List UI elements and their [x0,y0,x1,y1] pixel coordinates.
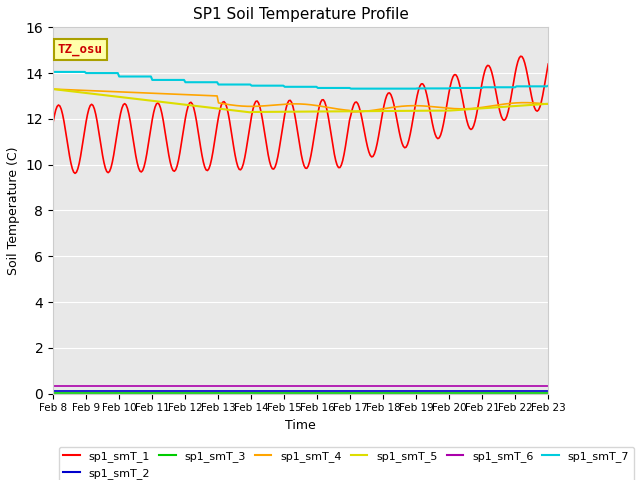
sp1_smT_5 [110,94,118,99]
sp1_smT_7 [347,86,355,92]
Y-axis label: Soil Temperature (C): Soil Temperature (C) [7,146,20,275]
sp1_smT_7 [196,79,204,85]
Text: TZ_osu: TZ_osu [58,43,103,56]
sp1_smT_3 [266,390,273,396]
sp1_smT_5 [196,104,204,109]
sp1_smT_1 [267,163,275,169]
sp1_smT_4 [518,100,526,106]
sp1_smT_1 [516,53,524,59]
sp1_smT_6 [196,383,204,388]
sp1_smT_7 [266,83,273,88]
sp1_smT_4 [110,89,118,95]
sp1_smT_1 [223,105,230,110]
sp1_smT_6 [221,383,229,388]
sp1_smT_6 [110,383,118,388]
sp1_smT_1 [111,144,119,150]
sp1_smT_2 [516,388,524,394]
sp1_smT_2 [221,388,229,394]
sp1_smT_2 [213,388,221,394]
sp1_smT_7 [518,84,526,89]
sp1_smT_1 [198,152,206,158]
sp1_smT_4 [196,92,204,98]
sp1_smT_5 [545,101,552,107]
sp1_smT_5 [518,103,526,108]
sp1_smT_5 [221,107,229,112]
sp1_smT_6 [49,383,57,388]
X-axis label: Time: Time [285,419,316,432]
sp1_smT_6 [516,383,524,388]
sp1_smT_1 [545,61,552,67]
sp1_smT_6 [266,383,273,388]
sp1_smT_3 [49,390,57,396]
sp1_smT_7 [49,69,57,75]
sp1_smT_2 [266,388,273,394]
sp1_smT_2 [49,388,57,394]
sp1_smT_2 [545,388,552,394]
sp1_smT_6 [545,383,552,388]
sp1_smT_5 [267,109,275,115]
Line: sp1_smT_1: sp1_smT_1 [53,56,548,173]
sp1_smT_5 [246,109,254,115]
Line: sp1_smT_4: sp1_smT_4 [53,89,548,112]
sp1_smT_4 [49,86,57,92]
sp1_smT_7 [545,83,552,88]
sp1_smT_1 [49,120,57,126]
sp1_smT_7 [110,70,118,76]
sp1_smT_4 [266,103,273,108]
sp1_smT_2 [196,388,204,394]
sp1_smT_5 [213,106,221,111]
sp1_smT_6 [213,383,221,388]
sp1_smT_1 [520,56,527,62]
sp1_smT_2 [110,388,118,394]
Line: sp1_smT_5: sp1_smT_5 [53,89,548,112]
sp1_smT_5 [49,86,57,92]
sp1_smT_3 [545,390,552,396]
sp1_smT_1 [214,114,222,120]
sp1_smT_4 [349,109,356,115]
sp1_smT_4 [545,101,552,107]
Title: SP1 Soil Temperature Profile: SP1 Soil Temperature Profile [193,7,408,22]
sp1_smT_1 [71,170,79,176]
sp1_smT_3 [516,390,524,396]
sp1_smT_3 [196,390,204,396]
sp1_smT_3 [110,390,118,396]
Legend: sp1_smT_1, sp1_smT_2, sp1_smT_3, sp1_smT_4, sp1_smT_5, sp1_smT_6, sp1_smT_7: sp1_smT_1, sp1_smT_2, sp1_smT_3, sp1_smT… [58,447,634,480]
sp1_smT_7 [213,79,221,85]
sp1_smT_3 [213,390,221,396]
sp1_smT_3 [221,390,229,396]
sp1_smT_4 [213,93,221,99]
sp1_smT_7 [221,82,229,87]
Line: sp1_smT_7: sp1_smT_7 [53,72,548,89]
sp1_smT_4 [221,101,229,107]
